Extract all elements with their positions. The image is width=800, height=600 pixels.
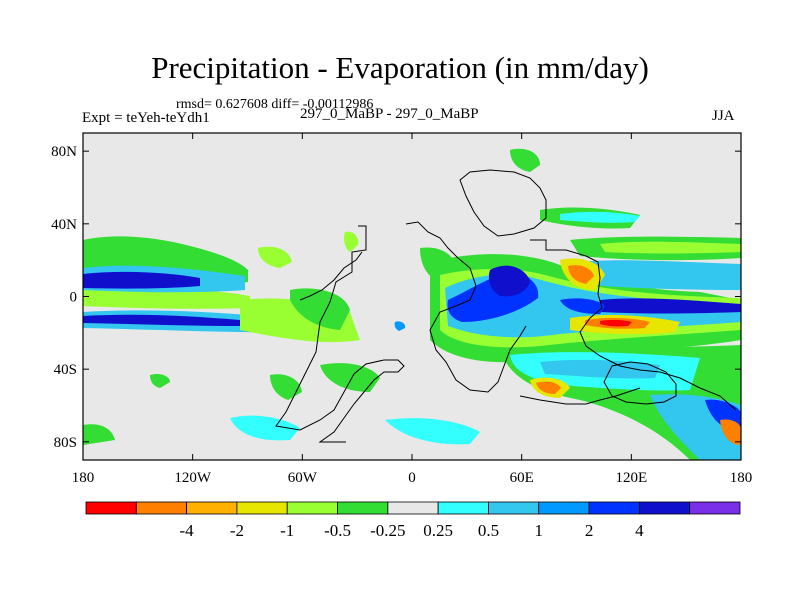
y-tick-label: 40N: [51, 217, 77, 233]
colorbar-swatch: [337, 501, 389, 515]
colorbar-swatch: [236, 501, 288, 515]
colorbar-label: 2: [585, 521, 594, 540]
colorbar-label: -1: [280, 521, 294, 540]
coastline-north-america: [299, 251, 363, 301]
contour-sa-green: [290, 288, 350, 330]
y-tick-label: 80N: [51, 144, 77, 160]
contour-north-cyan-top: [560, 211, 640, 223]
coastline-south-america: [275, 225, 405, 443]
contour-sw-edge: [83, 424, 115, 445]
contour-wpac-core: [560, 298, 605, 314]
x-tick-label: 120W: [174, 470, 212, 486]
coastline-australia: [603, 361, 677, 405]
contour-south-atlantic: [270, 374, 302, 400]
coastline-arabia: [519, 387, 641, 405]
contour-pacific-south-core: [83, 314, 240, 326]
experiment-label: Expt = teYeh-teYdh1: [82, 110, 210, 126]
contour-indian-core: [488, 265, 530, 297]
contour-fill: [83, 148, 741, 460]
coastlines: [275, 169, 737, 443]
contour-south-atl-cyan: [385, 418, 480, 445]
contour-wpac-core: [600, 298, 741, 314]
colorbar-label: 4: [635, 521, 644, 540]
case-subtitle: 297_0_MaBP - 297_0_MaBP: [300, 106, 479, 122]
contour-arctic-green: [510, 148, 540, 172]
colorbar-label: -4: [180, 521, 195, 540]
x-tick-label: 60E: [510, 470, 534, 486]
colorbar-swatch: [488, 501, 540, 515]
contour-eurasia-upper-light: [600, 241, 741, 254]
x-tick-label: 60W: [288, 470, 318, 486]
x-tick-label: 180: [730, 470, 753, 486]
colorbar-swatch: [437, 501, 489, 515]
colorbar-label: 0.25: [423, 521, 453, 540]
colorbar-swatch: [538, 501, 590, 515]
contour-cyan-sw: [230, 415, 300, 441]
contour-south-atl-right: [320, 363, 380, 392]
y-tick-label: 0: [70, 290, 78, 306]
colorbar-label: 1: [535, 521, 544, 540]
x-tick-label: 180: [72, 470, 95, 486]
contour-small-green: [150, 373, 170, 388]
colorbar-swatch: [135, 501, 188, 515]
coastline-greenland: [459, 169, 547, 237]
contour-pacific-west-core: [83, 271, 200, 289]
figure-title: Precipitation - Evaporation (in mm/day): [151, 50, 649, 85]
contour-wpac-red: [600, 319, 632, 327]
contour-southern-blue: [540, 359, 660, 379]
colorbar: -4 -2 -1 -0.5 -0.25 0.25 0.5 1 2 4: [85, 501, 741, 540]
contour-south-indian-orange: [536, 381, 561, 394]
axis-ticks: 180 120W 60W 0 60E 120E 180 80N 40N 0 40S 80S: [51, 133, 752, 486]
colorbar-label: -0.5: [324, 521, 351, 540]
contour-asia-dry-orange: [568, 265, 594, 284]
season-label: JJA: [712, 108, 735, 124]
colorbar-label: -2: [230, 521, 244, 540]
contour-aus-dry: [720, 419, 741, 445]
x-tick-label: 120E: [615, 470, 647, 486]
contour-north-atl: [258, 246, 292, 268]
y-tick-label: 40S: [54, 362, 77, 378]
colorbar-swatch: [588, 501, 640, 515]
y-tick-label: 80S: [54, 435, 77, 451]
colorbar-swatch: [286, 501, 338, 515]
x-tick-label: 0: [408, 470, 416, 486]
coastline-europe-africa: [405, 221, 527, 393]
contour-asia-cyan: [580, 260, 741, 290]
colorbar-swatch: [85, 501, 137, 515]
stats-text: rmsd= 0.627608 diff= -0.00112986: [176, 97, 374, 112]
coastline-asia: [530, 239, 737, 411]
colorbar-label: 0.5: [478, 521, 499, 540]
colorbar-swatch: [387, 501, 439, 515]
colorbar-swatch: [638, 501, 691, 515]
contour-small-cyan: [394, 321, 406, 331]
colorbar-swatch: [186, 501, 238, 515]
contour-atl-right: [344, 231, 359, 252]
colorbar-label: -0.25: [370, 521, 405, 540]
colorbar-swatch: [689, 501, 741, 515]
